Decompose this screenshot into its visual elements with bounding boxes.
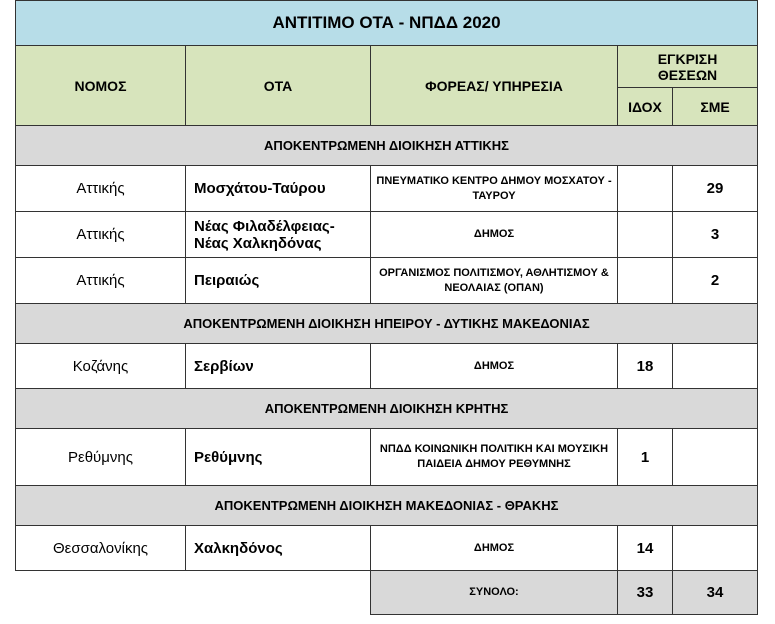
section-header: ΑΠΟΚΕΝΤΡΩΜΕΝΗ ΔΙΟΙΚΗΣΗ ΜΑΚΕΔΟΝΙΑΣ - ΘΡΑΚ…	[14, 485, 759, 526]
table-title: ΑΝΤΙΤΙΜΟ ΟΤΑ - ΝΠΔΔ 2020	[14, 0, 759, 46]
header-sme: ΣΜΕ	[671, 87, 759, 126]
idox-cell: 18	[617, 343, 673, 389]
foreas-cell: ΔΗΜΟΣ	[370, 211, 618, 258]
total-row: ΣΥΝΟΛΟ: 33 34	[16, 570, 759, 615]
ota-cell: Νέας Φιλαδέλφειας- Νέας Χαλκηδόνας	[185, 211, 371, 258]
table-row: Ρεθύμνης Ρεθύμνης ΝΠΔΔ ΚΟΙΝΩΝΙΚΗ ΠΟΛΙΤΙΚΗ …	[15, 428, 759, 486]
foreas-cell: ΔΗΜΟΣ	[370, 525, 618, 571]
idox-cell	[617, 211, 673, 258]
idox-cell: 1	[617, 428, 673, 486]
header-nomos: ΝΟΜΟΣ	[15, 45, 186, 126]
section-header: ΑΠΟΚΕΝΤΡΩΜΕΝΗ ΔΙΟΙΚΗΣΗ ΗΠΕΙΡΟΥ - ΔΥΤΙΚΗΣ…	[14, 303, 759, 344]
total-sme: 34	[671, 570, 759, 615]
ota-cell: Ρεθύμνης	[185, 428, 371, 486]
sme-cell	[671, 343, 759, 389]
blank-cell	[16, 571, 371, 615]
total-idox: 33	[617, 570, 673, 615]
sme-cell: 29	[671, 165, 759, 212]
idox-cell	[617, 165, 673, 212]
ota-cell: Σερβίων	[185, 343, 371, 389]
nomos-cell: Αττικής	[15, 165, 186, 212]
section-header: ΑΠΟΚΕΝΤΡΩΜΕΝΗ ΔΙΟΙΚΗΣΗ ΑΤΤΙΚΗΣ	[14, 125, 759, 166]
sme-cell	[671, 428, 759, 486]
nomos-cell: Κοζάνης	[15, 343, 186, 389]
ota-cell: Πειραιώς	[185, 257, 371, 304]
foreas-cell: ΝΠΔΔ ΚΟΙΝΩΝΙΚΗ ΠΟΛΙΤΙΚΗ ΚΑΙ ΜΟΥΣΙΚΗ ΠΑΙΔ…	[370, 428, 618, 486]
table-row: Αττικής Νέας Φιλαδέλφειας- Νέας Χαλκηδόνα…	[15, 211, 759, 258]
idox-cell	[617, 257, 673, 304]
antitimo-table: ΑΝΤΙΤΙΜΟ ΟΤΑ - ΝΠΔΔ 2020 ΝΟΜΟΣ ΟΤΑ ΦΟΡΕΑ…	[14, 0, 759, 615]
ota-cell: Μοσχάτου-Ταύρου	[185, 165, 371, 212]
nomos-cell: Θεσσαλονίκης	[15, 525, 186, 571]
nomos-cell: Αττικής	[15, 211, 186, 258]
sme-cell: 2	[671, 257, 759, 304]
header-egkrisi: ΕΓΚΡΙΣΗ ΘΕΣΕΩΝ	[616, 45, 759, 88]
header-ota: ΟΤΑ	[185, 45, 371, 126]
nomos-cell: Ρεθύμνης	[15, 428, 186, 486]
ota-cell: Χαλκηδόνος	[185, 525, 371, 571]
total-label: ΣΥΝΟΛΟ:	[370, 570, 618, 615]
table-row: Θεσσαλονίκης Χαλκηδόνος ΔΗΜΟΣ 14	[15, 525, 759, 571]
idox-cell: 14	[617, 525, 673, 571]
foreas-cell: ΟΡΓΑΝΙΣΜΟΣ ΠΟΛΙΤΙΣΜΟΥ, ΑΘΛΗΤΙΣΜΟΥ & ΝΕΟΛ…	[370, 257, 618, 304]
sme-cell: 3	[671, 211, 759, 258]
sme-cell	[671, 525, 759, 571]
foreas-cell: ΔΗΜΟΣ	[370, 343, 618, 389]
table-row: Αττικής Πειραιώς ΟΡΓΑΝΙΣΜΟΣ ΠΟΛΙΤΙΣΜΟΥ, ΑΘ…	[15, 257, 759, 304]
header-foreas: ΦΟΡΕΑΣ/ ΥΠΗΡΕΣΙΑ	[370, 45, 618, 126]
nomos-cell: Αττικής	[15, 257, 186, 304]
foreas-cell: ΠΝΕΥΜΑΤΙΚΟ ΚΕΝΤΡΟ ΔΗΜΟΥ ΜΟΣΧΑΤΟΥ - ΤΑΥΡΟ…	[370, 165, 618, 212]
section-header: ΑΠΟΚΕΝΤΡΩΜΕΝΗ ΔΙΟΙΚΗΣΗ ΚΡΗΤΗΣ	[14, 388, 759, 429]
header-idox: ΙΔΟΧ	[617, 87, 673, 126]
table-row: Αττικής Μοσχάτου-Ταύρου ΠΝΕΥΜΑΤΙΚΟ ΚΕΝΤΡΟ …	[15, 165, 759, 212]
table-row: Κοζάνης Σερβίων ΔΗΜΟΣ 18	[15, 343, 759, 389]
